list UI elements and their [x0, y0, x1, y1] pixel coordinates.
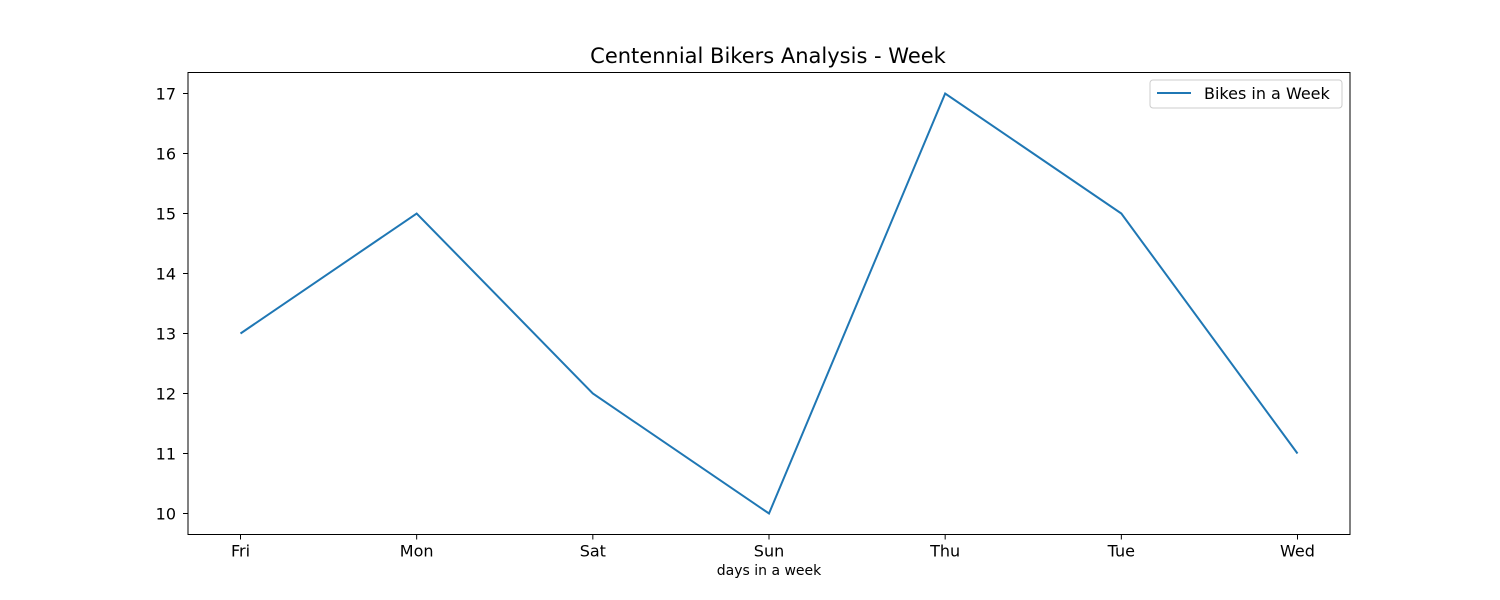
series-layer	[239, 91, 1299, 516]
x-tick-label: Sat	[580, 542, 606, 561]
y-tick-label: 14	[156, 265, 176, 284]
x-tick-label: Fri	[231, 542, 250, 561]
legend: Bikes in a Week	[1149, 79, 1343, 109]
x-tick-label: Mon	[400, 542, 434, 561]
x-tick-label: Sun	[754, 542, 784, 561]
y-tick-label: 13	[156, 325, 176, 344]
y-tick-label: 10	[156, 505, 176, 524]
x-axis-title: days in a week	[717, 563, 822, 579]
y-tick-label: 15	[156, 205, 176, 224]
legend-box	[1149, 79, 1343, 109]
x-axis: Fri Mon Sat Sun Thu Tue Wed	[231, 534, 1315, 561]
y-tick-label: 17	[156, 85, 176, 104]
x-tick-label: Thu	[929, 542, 960, 561]
y-axis: 10 11 12 13 14 15 16 17	[156, 85, 188, 524]
x-tick-label: Wed	[1280, 542, 1315, 561]
legend-label: Bikes in a Week	[1204, 84, 1331, 103]
chart-title: Centennial Bikers Analysis - Week	[590, 44, 947, 68]
y-tick-label: 16	[156, 145, 176, 164]
y-tick-label: 11	[156, 445, 176, 464]
x-tick-label: Tue	[1107, 542, 1135, 561]
y-tick-label: 12	[156, 385, 176, 404]
plot-area	[187, 72, 1351, 535]
series-line	[239, 91, 1299, 516]
